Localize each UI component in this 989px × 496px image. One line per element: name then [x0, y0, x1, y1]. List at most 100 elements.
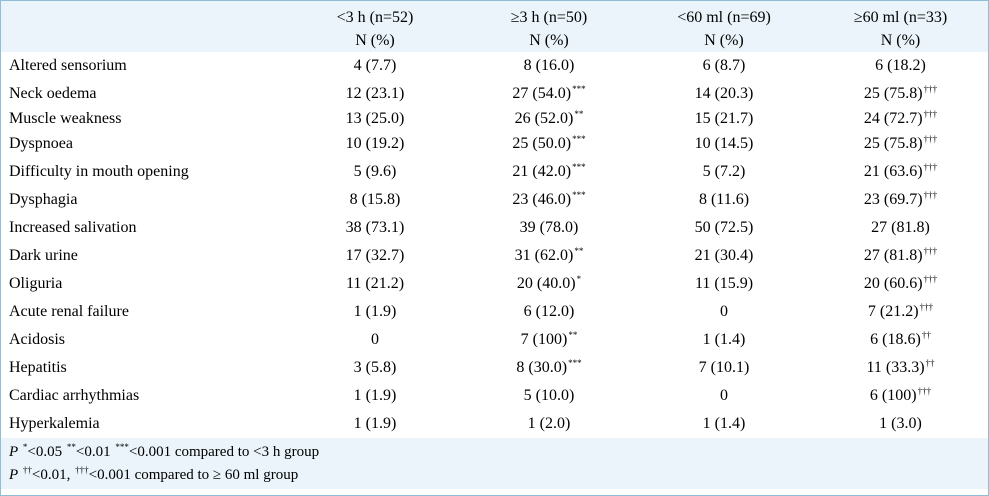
cell-value: 10 (19.2): [345, 135, 405, 152]
cell-value: 31 (62.0): [514, 247, 574, 264]
significance-marker: †††: [923, 134, 938, 144]
cell-value: 27 (81.8): [871, 219, 930, 236]
row-label: Increased salivation: [9, 219, 137, 236]
cell-value: 11 (33.3): [866, 359, 925, 376]
table-cell: 21 (63.6)†††: [813, 158, 988, 186]
row-label: Oliguria: [9, 275, 63, 292]
table-cell: 25 (75.8)†††: [813, 130, 988, 158]
footnote-text: <0.05: [27, 444, 66, 460]
table-row: Difficulty in mouth opening 5 (9.6) 21 (42…: [1, 158, 988, 186]
cell-value: 14 (20.3): [694, 85, 754, 102]
table-cell: 11 (15.9): [635, 270, 813, 298]
table-cell: 23 (46.0)***: [463, 186, 635, 214]
cell-value: 0: [371, 331, 379, 348]
table-cell: 1 (1.9): [287, 298, 463, 326]
table-cell: 5 (10.0): [463, 382, 635, 410]
table-cell: 5 (7.2): [635, 158, 813, 186]
cell-value: 20 (60.6): [863, 275, 923, 292]
significance-marker: ***: [572, 84, 586, 94]
significance-marker: †††: [923, 84, 938, 94]
table-row: Dysphagia 8 (15.8) 23 (46.0)*** 8 (11.6) 23 …: [1, 186, 988, 214]
header-cell-unit: N (%): [463, 30, 635, 52]
table-cell: 27 (54.0)***: [463, 80, 635, 108]
table-cell: 7 (21.2)†††: [813, 298, 988, 326]
header-cell-group-ge3h: ≥3 h (n=50): [463, 1, 635, 30]
table-cell: 17 (32.7): [287, 242, 463, 270]
cell-value: 1 (1.9): [353, 387, 397, 404]
significance-marker: †††: [923, 109, 938, 119]
table-cell: 11 (33.3)††: [813, 354, 988, 382]
cell-value: 39 (78.0): [519, 219, 579, 236]
significance-marker: ††: [925, 358, 935, 368]
cell-value: 50 (72.5): [694, 219, 754, 236]
significance-marker: ††: [921, 330, 931, 340]
cell-value: 6 (8.7): [702, 57, 746, 74]
table-cell: 8 (11.6): [635, 186, 813, 214]
cell-value: 3 (5.8): [353, 359, 397, 376]
table-cell: 39 (78.0): [463, 214, 635, 242]
table-cell: 25 (50.0)***: [463, 130, 635, 158]
row-label: Acidosis: [9, 331, 65, 348]
cell-value: 11 (21.2): [345, 275, 405, 292]
significance-marker: ***: [572, 162, 586, 172]
table-row: Acute renal failure 1 (1.9) 6 (12.0) 0 7 (21…: [1, 298, 988, 326]
cell-value: 0: [720, 387, 728, 404]
cell-value: 5 (9.6): [353, 163, 397, 180]
table-cell: 6 (18.6)††: [813, 326, 988, 354]
table-footnotes: P *<0.05 **<0.01 ***<0.001 compared to <…: [1, 438, 988, 489]
header-cell-empty-2: [1, 30, 287, 52]
table-cell: 6 (8.7): [635, 52, 813, 80]
table-cell: 21 (30.4): [635, 242, 813, 270]
table-cell: 1 (1.4): [635, 410, 813, 438]
row-label: Acute renal failure: [9, 303, 129, 320]
cell-value: 20 (40.0): [516, 275, 576, 292]
cell-value: 4 (7.7): [353, 57, 397, 74]
footnote-marker: ††: [22, 465, 32, 475]
table-cell: 7 (10.1): [635, 354, 813, 382]
table-cell: 24 (72.7)†††: [813, 108, 988, 130]
header-cell-group-ge60ml: ≥60 ml (n=33): [813, 1, 988, 30]
table-cell: 1 (3.0): [813, 410, 988, 438]
significance-marker: †††: [919, 302, 934, 312]
cell-value: 21 (63.6): [863, 163, 923, 180]
table-cell: 1 (1.9): [287, 382, 463, 410]
table-cell: 31 (62.0)**: [463, 242, 635, 270]
table-cell: 6 (12.0): [463, 298, 635, 326]
cell-value: 1 (1.9): [353, 415, 397, 432]
header-cell-unit: N (%): [813, 30, 988, 52]
row-label: Hyperkalemia: [9, 415, 100, 432]
footnote-text: <0.001 compared to ≥ 60 ml group: [88, 467, 299, 483]
table-cell: 13 (25.0): [287, 108, 463, 130]
table-cell: 8 (15.8): [287, 186, 463, 214]
cell-value: 17 (32.7): [345, 247, 405, 264]
table-cell: 12 (23.1): [287, 80, 463, 108]
cell-value: 1 (1.9): [353, 303, 397, 320]
significance-marker: **: [574, 109, 584, 119]
cell-value: 21 (30.4): [694, 247, 754, 264]
table-cell: 38 (73.1): [287, 214, 463, 242]
header-cell-unit: N (%): [287, 30, 463, 52]
cell-value: 21 (42.0): [512, 163, 572, 180]
cell-value: 25 (75.8): [863, 85, 923, 102]
table-row: Oliguria 11 (21.2) 20 (40.0)* 11 (15.9) 20 (…: [1, 270, 988, 298]
table-body: Altered sensorium 4 (7.7) 8 (16.0) 6 (8.7) 6…: [1, 52, 988, 438]
table-row: Dyspnoea 10 (19.2) 25 (50.0)*** 10 (14.5) 25…: [1, 130, 988, 158]
cell-value: 5 (10.0): [523, 387, 575, 404]
cell-value: 8 (11.6): [698, 191, 750, 208]
table-cell: 10 (19.2): [287, 130, 463, 158]
cell-value: 38 (73.1): [345, 219, 405, 236]
cell-value: 27 (81.8): [863, 247, 923, 264]
cell-value: 5 (7.2): [702, 163, 746, 180]
cell-value: 15 (21.7): [694, 110, 754, 127]
table-row: Increased salivation 38 (73.1) 39 (78.0) 50…: [1, 214, 988, 242]
significance-marker: ***: [568, 358, 582, 368]
table-cell: 0: [635, 382, 813, 410]
table-cell: 0: [287, 326, 463, 354]
table-cell: 3 (5.8): [287, 354, 463, 382]
cell-value: 6 (18.2): [875, 57, 926, 74]
footnote-significance-volume: P ††<0.01, †††<0.001 compared to ≥ 60 ml…: [1, 464, 988, 489]
table-row: Acidosis 0 7 (100)** 1 (1.4) 6 (18.6)††: [1, 326, 988, 354]
significance-marker: **: [568, 330, 578, 340]
footnote-text: <0.01: [75, 444, 115, 460]
